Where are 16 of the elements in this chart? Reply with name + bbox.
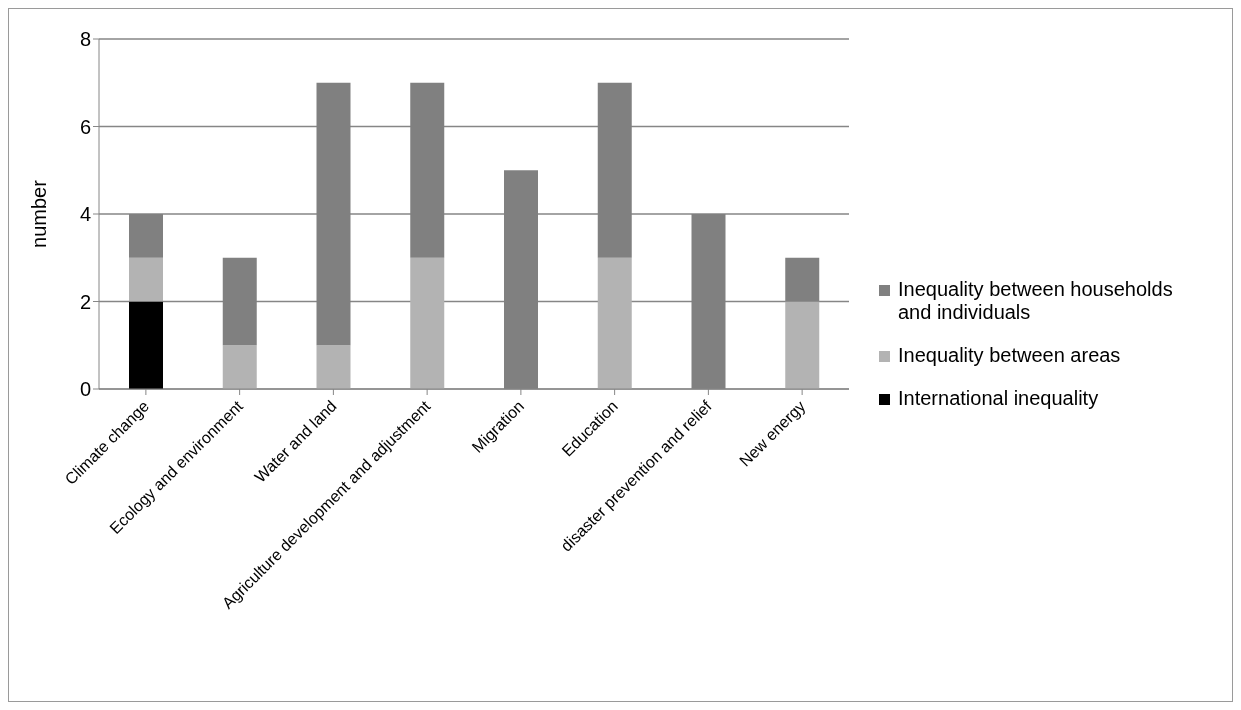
y-tick-label: 6 <box>79 115 91 138</box>
y-tick-label: 2 <box>79 290 91 313</box>
y-tick-label: 8 <box>79 28 91 51</box>
legend-label: Inequality between areas <box>898 344 1121 367</box>
bar <box>785 301 820 389</box>
legend-label: International inequality <box>898 387 1099 410</box>
bar <box>410 257 445 389</box>
bar <box>129 257 163 302</box>
y-tick-label: 4 <box>79 203 91 226</box>
bar <box>316 345 351 389</box>
legend-label: Inequality between households and individuals <box>898 278 1174 324</box>
bar <box>222 345 257 389</box>
bar <box>597 257 632 389</box>
bar <box>129 301 163 389</box>
y-axis-title: number <box>28 179 51 248</box>
y-tick-label: 0 <box>79 378 91 401</box>
